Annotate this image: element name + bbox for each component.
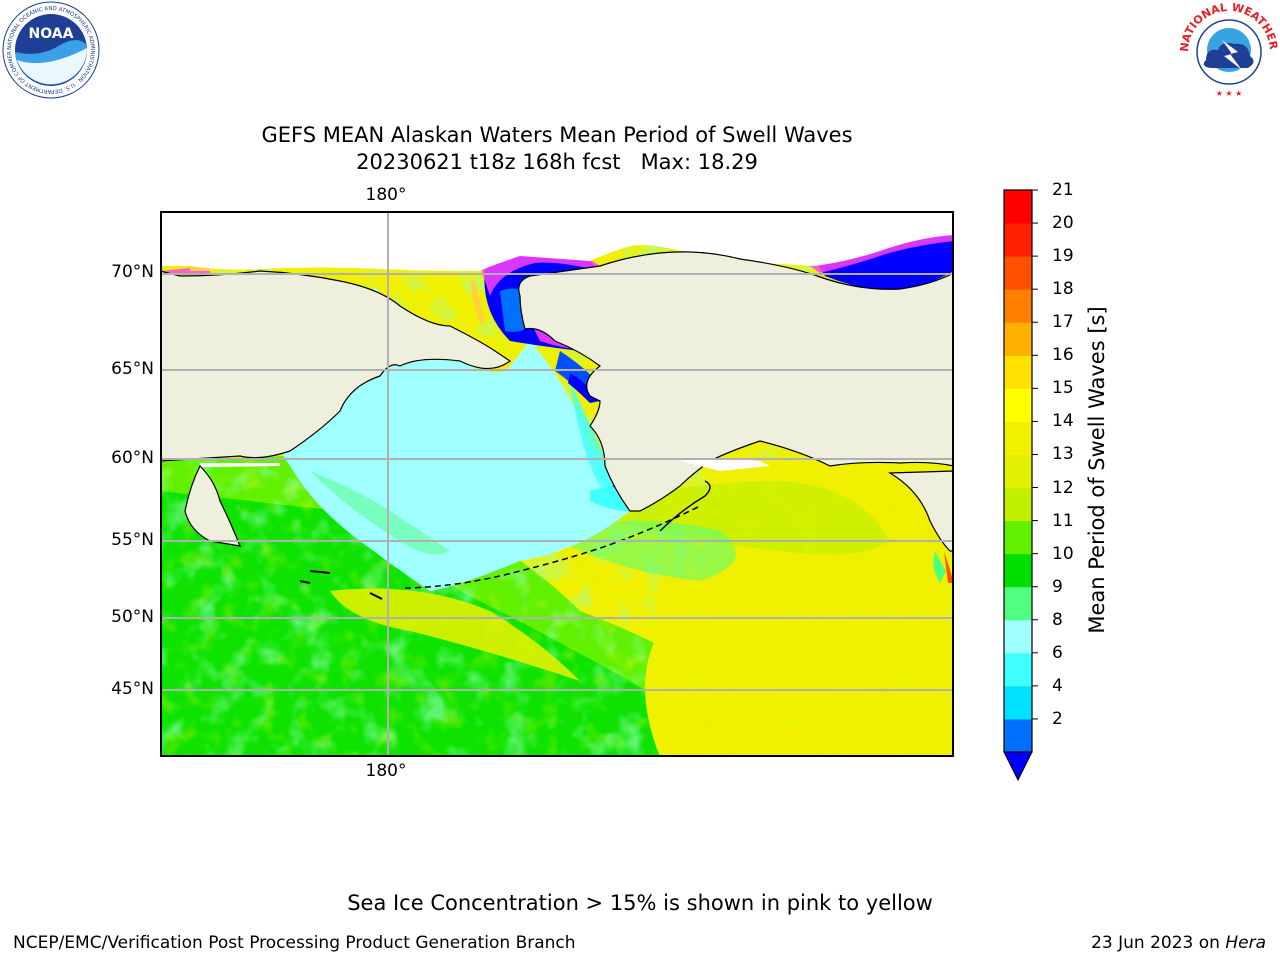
footer-date: 23 Jun 2023 on Hera [1091, 932, 1266, 954]
colorbar-tick-label: 11 [1052, 510, 1074, 531]
map-border [160, 211, 954, 757]
colorbar-segment [1004, 685, 1032, 720]
alaska-peninsula [659, 480, 711, 532]
colorbar-tick-label: 16 [1052, 345, 1074, 366]
chart-subtitle: 20230621 t18z 168h fcst Max: 18.29 [356, 150, 758, 174]
colorbar-segment [1004, 289, 1032, 323]
colorbar-tick-label: 14 [1052, 411, 1074, 432]
colorbar-tick-label: 9 [1052, 576, 1063, 597]
colorbar-tick-label: 15 [1052, 378, 1074, 399]
colorbar-tick-label: 2 [1052, 708, 1063, 729]
southeast-alaska-coast [887, 470, 954, 552]
map-panel [160, 211, 954, 757]
colorbar [1002, 188, 1062, 788]
svg-text:★ ★ ★: ★ ★ ★ [1216, 89, 1243, 98]
lon-label-bottom-180: 180° [365, 761, 407, 781]
colorbar-segment [1004, 256, 1032, 290]
lat-label-65n: 65°N [111, 359, 154, 379]
colorbar-segment [1004, 388, 1032, 422]
lat-label-45n: 45°N [111, 679, 154, 699]
colorbar-segment [1004, 586, 1032, 621]
colorbar-segment [1004, 619, 1032, 654]
colorbar-tick-label: 21 [1052, 180, 1074, 200]
lon-label-top-180: 180° [365, 185, 407, 205]
footer-host: Hera [1225, 933, 1266, 953]
colorbar-segment [1004, 487, 1032, 522]
colorbar-tick-label: 8 [1052, 609, 1063, 630]
colorbar-tick-label: 17 [1052, 312, 1074, 333]
colorbar-segment [1004, 454, 1032, 489]
colorbar-tick-label: 4 [1052, 675, 1063, 696]
colorbar-tick-label: 12 [1052, 477, 1074, 498]
colorbar-segment [1004, 718, 1032, 753]
lat-label-50n: 50°N [111, 607, 154, 627]
colorbar-tick-label: 18 [1052, 279, 1074, 300]
footer-branch: NCEP/EMC/Verification Post Processing Pr… [13, 933, 576, 953]
colorbar-svg [1003, 189, 1038, 782]
lat-label-60n: 60°N [111, 448, 154, 468]
colorbar-tick-label: 13 [1052, 444, 1074, 465]
colorbar-tick-label: 20 [1052, 213, 1074, 234]
colorbar-label: Mean Period of Swell Waves [s] [1085, 306, 1109, 634]
lat-label-55n: 55°N [111, 530, 154, 550]
colorbar-segment [1004, 190, 1032, 224]
colorbar-segment [1004, 322, 1032, 356]
map-graticule [160, 211, 954, 757]
siberia-landmass [160, 270, 512, 462]
colorbar-tick-label: 19 [1052, 246, 1074, 267]
colorbar-segment [1004, 421, 1032, 455]
colorbar-segment [1004, 223, 1032, 257]
chart-title: GEFS MEAN Alaskan Waters Mean Period of … [261, 123, 853, 147]
aleutian-islands [404, 505, 701, 589]
footer-date-text: 23 Jun 2023 on [1091, 933, 1226, 953]
nws-logo: NATIONAL WEATHER SERVICE ★ ★ ★ [1174, 0, 1280, 100]
colorbar-segment [1004, 652, 1032, 687]
colorbar-outline [1003, 189, 1033, 753]
colorbar-segment [1004, 355, 1032, 389]
map-canvas [160, 211, 954, 757]
colorbar-segment [1004, 520, 1032, 555]
colorbar-extend-arrow [1003, 751, 1033, 782]
kamchatka-peninsula [184, 464, 241, 547]
noaa-logo: NATIONAL OCEANIC AND ATMOSPHERIC ADMINIS… [0, 0, 104, 100]
colorbar-tick-label: 10 [1052, 543, 1074, 564]
noaa-wordmark: NOAA [29, 26, 74, 42]
lat-label-70n: 70°N [111, 262, 154, 282]
sea-ice-note: Sea Ice Concentration > 15% is shown in … [347, 891, 933, 915]
colorbar-segment [1004, 553, 1032, 588]
colorbar-tick-label: 6 [1052, 642, 1063, 663]
